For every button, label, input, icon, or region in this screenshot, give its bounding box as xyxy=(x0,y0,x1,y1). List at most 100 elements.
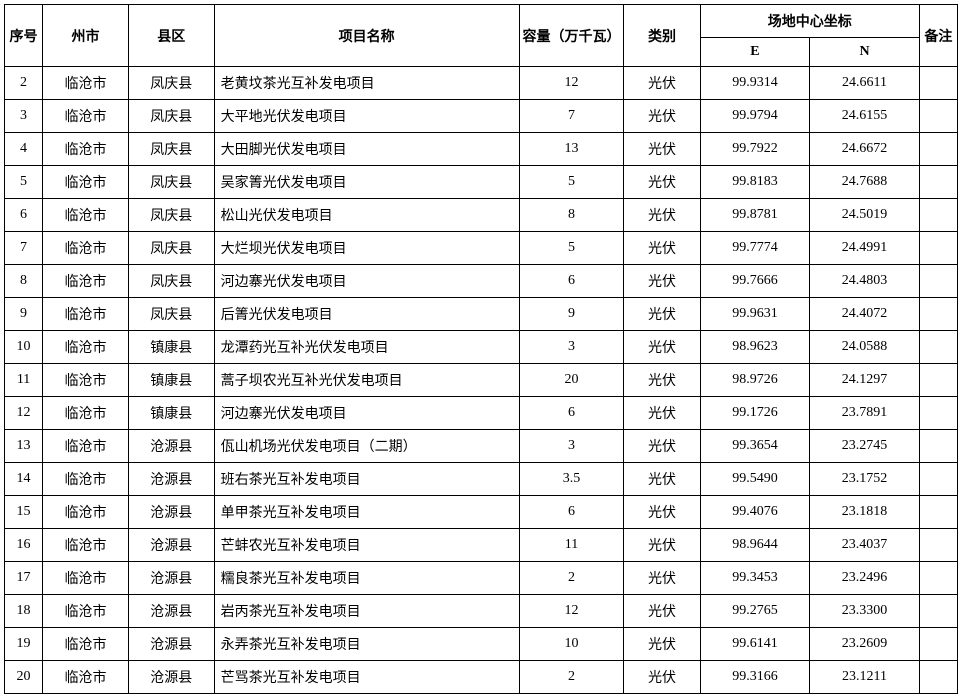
cell-seq: 3 xyxy=(5,100,43,133)
cell-note xyxy=(919,331,957,364)
cell-category: 光伏 xyxy=(624,364,700,397)
cell-county: 凤庆县 xyxy=(128,265,214,298)
cell-capacity: 6 xyxy=(519,397,624,430)
cell-note xyxy=(919,496,957,529)
cell-city: 临沧市 xyxy=(43,199,129,232)
cell-category: 光伏 xyxy=(624,199,700,232)
cell-county: 镇康县 xyxy=(128,397,214,430)
cell-city: 临沧市 xyxy=(43,430,129,463)
cell-project: 永弄茶光互补发电项目 xyxy=(214,628,519,661)
table-row: 16临沧市沧源县芒蚌农光互补发电项目11光伏98.964423.4037 xyxy=(5,529,958,562)
cell-city: 临沧市 xyxy=(43,364,129,397)
cell-note xyxy=(919,628,957,661)
cell-project: 大田脚光伏发电项目 xyxy=(214,133,519,166)
header-seq: 序号 xyxy=(5,5,43,67)
cell-note xyxy=(919,364,957,397)
cell-coord-e: 98.9623 xyxy=(700,331,810,364)
cell-capacity: 3 xyxy=(519,331,624,364)
cell-city: 临沧市 xyxy=(43,67,129,100)
cell-coord-e: 99.6141 xyxy=(700,628,810,661)
cell-coord-n: 24.4072 xyxy=(810,298,920,331)
cell-city: 临沧市 xyxy=(43,496,129,529)
cell-city: 临沧市 xyxy=(43,100,129,133)
cell-note xyxy=(919,430,957,463)
table-row: 18临沧市沧源县岩丙茶光互补发电项目12光伏99.276523.3300 xyxy=(5,595,958,628)
cell-coord-n: 24.0588 xyxy=(810,331,920,364)
cell-capacity: 2 xyxy=(519,661,624,694)
cell-city: 临沧市 xyxy=(43,529,129,562)
cell-county: 沧源县 xyxy=(128,529,214,562)
cell-category: 光伏 xyxy=(624,232,700,265)
table-row: 4临沧市凤庆县大田脚光伏发电项目13光伏99.792224.6672 xyxy=(5,133,958,166)
cell-county: 凤庆县 xyxy=(128,166,214,199)
cell-seq: 9 xyxy=(5,298,43,331)
table-row: 19临沧市沧源县永弄茶光互补发电项目10光伏99.614123.2609 xyxy=(5,628,958,661)
cell-coord-e: 99.9314 xyxy=(700,67,810,100)
cell-note xyxy=(919,595,957,628)
cell-capacity: 9 xyxy=(519,298,624,331)
cell-note xyxy=(919,166,957,199)
cell-seq: 11 xyxy=(5,364,43,397)
cell-coord-e: 99.7774 xyxy=(700,232,810,265)
cell-seq: 20 xyxy=(5,661,43,694)
cell-coord-e: 99.8183 xyxy=(700,166,810,199)
cell-capacity: 6 xyxy=(519,265,624,298)
cell-county: 沧源县 xyxy=(128,595,214,628)
cell-project: 班右茶光互补发电项目 xyxy=(214,463,519,496)
cell-city: 临沧市 xyxy=(43,463,129,496)
cell-coord-e: 99.8781 xyxy=(700,199,810,232)
cell-coord-e: 98.9644 xyxy=(700,529,810,562)
cell-city: 临沧市 xyxy=(43,133,129,166)
cell-project: 芒骂茶光互补发电项目 xyxy=(214,661,519,694)
cell-county: 沧源县 xyxy=(128,430,214,463)
cell-capacity: 5 xyxy=(519,232,624,265)
cell-coord-e: 99.9794 xyxy=(700,100,810,133)
cell-capacity: 12 xyxy=(519,67,624,100)
cell-coord-n: 23.1752 xyxy=(810,463,920,496)
cell-project: 佤山机场光伏发电项目（二期） xyxy=(214,430,519,463)
cell-capacity: 6 xyxy=(519,496,624,529)
cell-county: 凤庆县 xyxy=(128,199,214,232)
cell-seq: 6 xyxy=(5,199,43,232)
cell-coord-n: 24.7688 xyxy=(810,166,920,199)
cell-note xyxy=(919,232,957,265)
header-note: 备注 xyxy=(919,5,957,67)
table-row: 17临沧市沧源县糯良茶光互补发电项目2光伏99.345323.2496 xyxy=(5,562,958,595)
cell-coord-e: 99.2765 xyxy=(700,595,810,628)
cell-category: 光伏 xyxy=(624,397,700,430)
cell-county: 凤庆县 xyxy=(128,100,214,133)
table-row: 13临沧市沧源县佤山机场光伏发电项目（二期）3光伏99.365423.2745 xyxy=(5,430,958,463)
cell-category: 光伏 xyxy=(624,298,700,331)
cell-coord-n: 23.2609 xyxy=(810,628,920,661)
table-row: 11临沧市镇康县蒿子坝农光互补光伏发电项目20光伏98.972624.1297 xyxy=(5,364,958,397)
cell-note xyxy=(919,199,957,232)
cell-city: 临沧市 xyxy=(43,595,129,628)
table-row: 5临沧市凤庆县吴家箐光伏发电项目5光伏99.818324.7688 xyxy=(5,166,958,199)
cell-coord-n: 23.7891 xyxy=(810,397,920,430)
cell-seq: 12 xyxy=(5,397,43,430)
table-row: 12临沧市镇康县河边寨光伏发电项目6光伏99.172623.7891 xyxy=(5,397,958,430)
cell-seq: 2 xyxy=(5,67,43,100)
cell-seq: 17 xyxy=(5,562,43,595)
cell-project: 松山光伏发电项目 xyxy=(214,199,519,232)
cell-category: 光伏 xyxy=(624,430,700,463)
cell-coord-n: 24.6155 xyxy=(810,100,920,133)
cell-project: 芒蚌农光互补发电项目 xyxy=(214,529,519,562)
cell-coord-n: 23.1211 xyxy=(810,661,920,694)
cell-coord-n: 24.6672 xyxy=(810,133,920,166)
cell-city: 临沧市 xyxy=(43,166,129,199)
cell-capacity: 5 xyxy=(519,166,624,199)
cell-project: 大烂坝光伏发电项目 xyxy=(214,232,519,265)
cell-category: 光伏 xyxy=(624,628,700,661)
cell-note xyxy=(919,133,957,166)
cell-capacity: 3 xyxy=(519,430,624,463)
table-row: 3临沧市凤庆县大平地光伏发电项目7光伏99.979424.6155 xyxy=(5,100,958,133)
cell-project: 河边寨光伏发电项目 xyxy=(214,397,519,430)
cell-note xyxy=(919,265,957,298)
cell-capacity: 20 xyxy=(519,364,624,397)
cell-coord-e: 99.9631 xyxy=(700,298,810,331)
cell-county: 凤庆县 xyxy=(128,133,214,166)
cell-note xyxy=(919,67,957,100)
cell-category: 光伏 xyxy=(624,529,700,562)
table-row: 8临沧市凤庆县河边寨光伏发电项目6光伏99.766624.4803 xyxy=(5,265,958,298)
